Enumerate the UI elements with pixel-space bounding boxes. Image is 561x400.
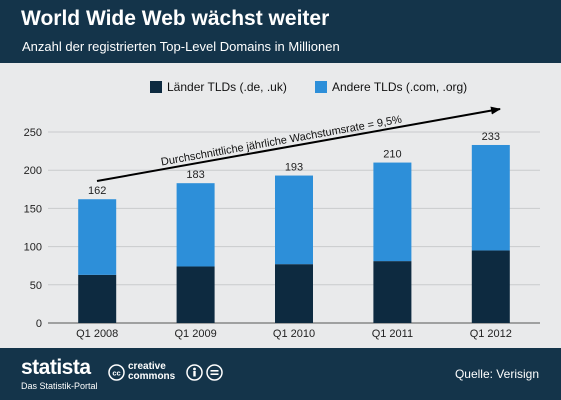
bar-country-tlds[interactable] bbox=[275, 264, 313, 323]
bar-other-tlds[interactable] bbox=[275, 175, 313, 265]
y-tick-label: 250 bbox=[24, 127, 42, 139]
header-bar: World Wide Web wächst weiter Anzahl der … bbox=[0, 0, 561, 63]
cc-label-line1: creative bbox=[128, 361, 166, 372]
legend-swatch bbox=[150, 81, 162, 93]
x-tick-label: Q1 2012 bbox=[470, 328, 512, 340]
x-tick-label: Q1 2011 bbox=[372, 328, 413, 340]
legend: Länder TLDs (.de, .uk) Andere TLDs (.com,… bbox=[150, 80, 467, 94]
statista-tagline: Das Statistik-Portal bbox=[21, 381, 98, 391]
growth-arrow bbox=[96, 106, 501, 182]
chart-title: World Wide Web wächst weiter bbox=[21, 7, 330, 30]
cc-icon: cc bbox=[108, 364, 125, 381]
license-icons bbox=[186, 364, 223, 381]
footer-bar: statista Das Statistik-Portal cc creativ… bbox=[0, 348, 561, 400]
bar-total-label: 233 bbox=[482, 131, 500, 143]
legend-item[interactable]: Andere TLDs (.com, .org) bbox=[315, 80, 467, 94]
y-tick-label: 150 bbox=[24, 203, 42, 215]
attribution-icon bbox=[186, 364, 203, 381]
bar-other-tlds[interactable] bbox=[373, 162, 412, 262]
chart-subtitle: Anzahl der registrierten Top-Level Domai… bbox=[22, 39, 340, 54]
statista-logo[interactable]: statista bbox=[21, 356, 91, 379]
x-axis: Q1 2008 Q1 2009 Q1 2010 Q1 2011 Q1 2012 bbox=[76, 328, 512, 340]
legend-label: Andere TLDs (.com, .org) bbox=[332, 80, 467, 94]
y-tick-label: 100 bbox=[24, 242, 42, 254]
x-tick-label: Q1 2008 bbox=[76, 328, 118, 340]
cc-label-line2: commons bbox=[128, 371, 176, 382]
y-tick-label: 200 bbox=[24, 165, 42, 177]
no-derivatives-icon bbox=[206, 364, 223, 381]
bar-total-label: 162 bbox=[88, 185, 106, 197]
source-note: Quelle: Verisign bbox=[454, 367, 539, 381]
bars: 162 183 193 210 233 bbox=[78, 131, 510, 323]
bar-other-tlds[interactable] bbox=[78, 199, 117, 275]
svg-text:cc: cc bbox=[112, 369, 120, 378]
bar-total-label: 193 bbox=[285, 162, 303, 174]
bar-country-tlds[interactable] bbox=[78, 274, 117, 323]
bar-other-tlds[interactable] bbox=[471, 144, 510, 251]
y-axis: 0 50 100 150 200 250 bbox=[24, 127, 42, 330]
legend-label: Länder TLDs (.de, .uk) bbox=[167, 80, 287, 94]
y-tick-label: 0 bbox=[36, 318, 42, 330]
bar-country-tlds[interactable] bbox=[471, 250, 510, 323]
growth-annotation-label: Durchschnittliche jährliche Wachstumsrat… bbox=[160, 114, 403, 169]
bar-total-label: 210 bbox=[383, 149, 401, 161]
legend-swatch bbox=[315, 81, 327, 93]
bar-country-tlds[interactable] bbox=[176, 266, 215, 323]
x-tick-label: Q1 2009 bbox=[174, 328, 216, 340]
bar-total-label: 183 bbox=[186, 169, 204, 181]
bar-country-tlds[interactable] bbox=[373, 261, 412, 323]
x-tick-label: Q1 2010 bbox=[273, 328, 315, 340]
bar-other-tlds[interactable] bbox=[176, 183, 215, 267]
y-tick-label: 50 bbox=[30, 280, 42, 292]
stacked-bar-chart: Länder TLDs (.de, .uk) Andere TLDs (.com,… bbox=[24, 80, 540, 340]
legend-item[interactable]: Länder TLDs (.de, .uk) bbox=[150, 80, 287, 94]
